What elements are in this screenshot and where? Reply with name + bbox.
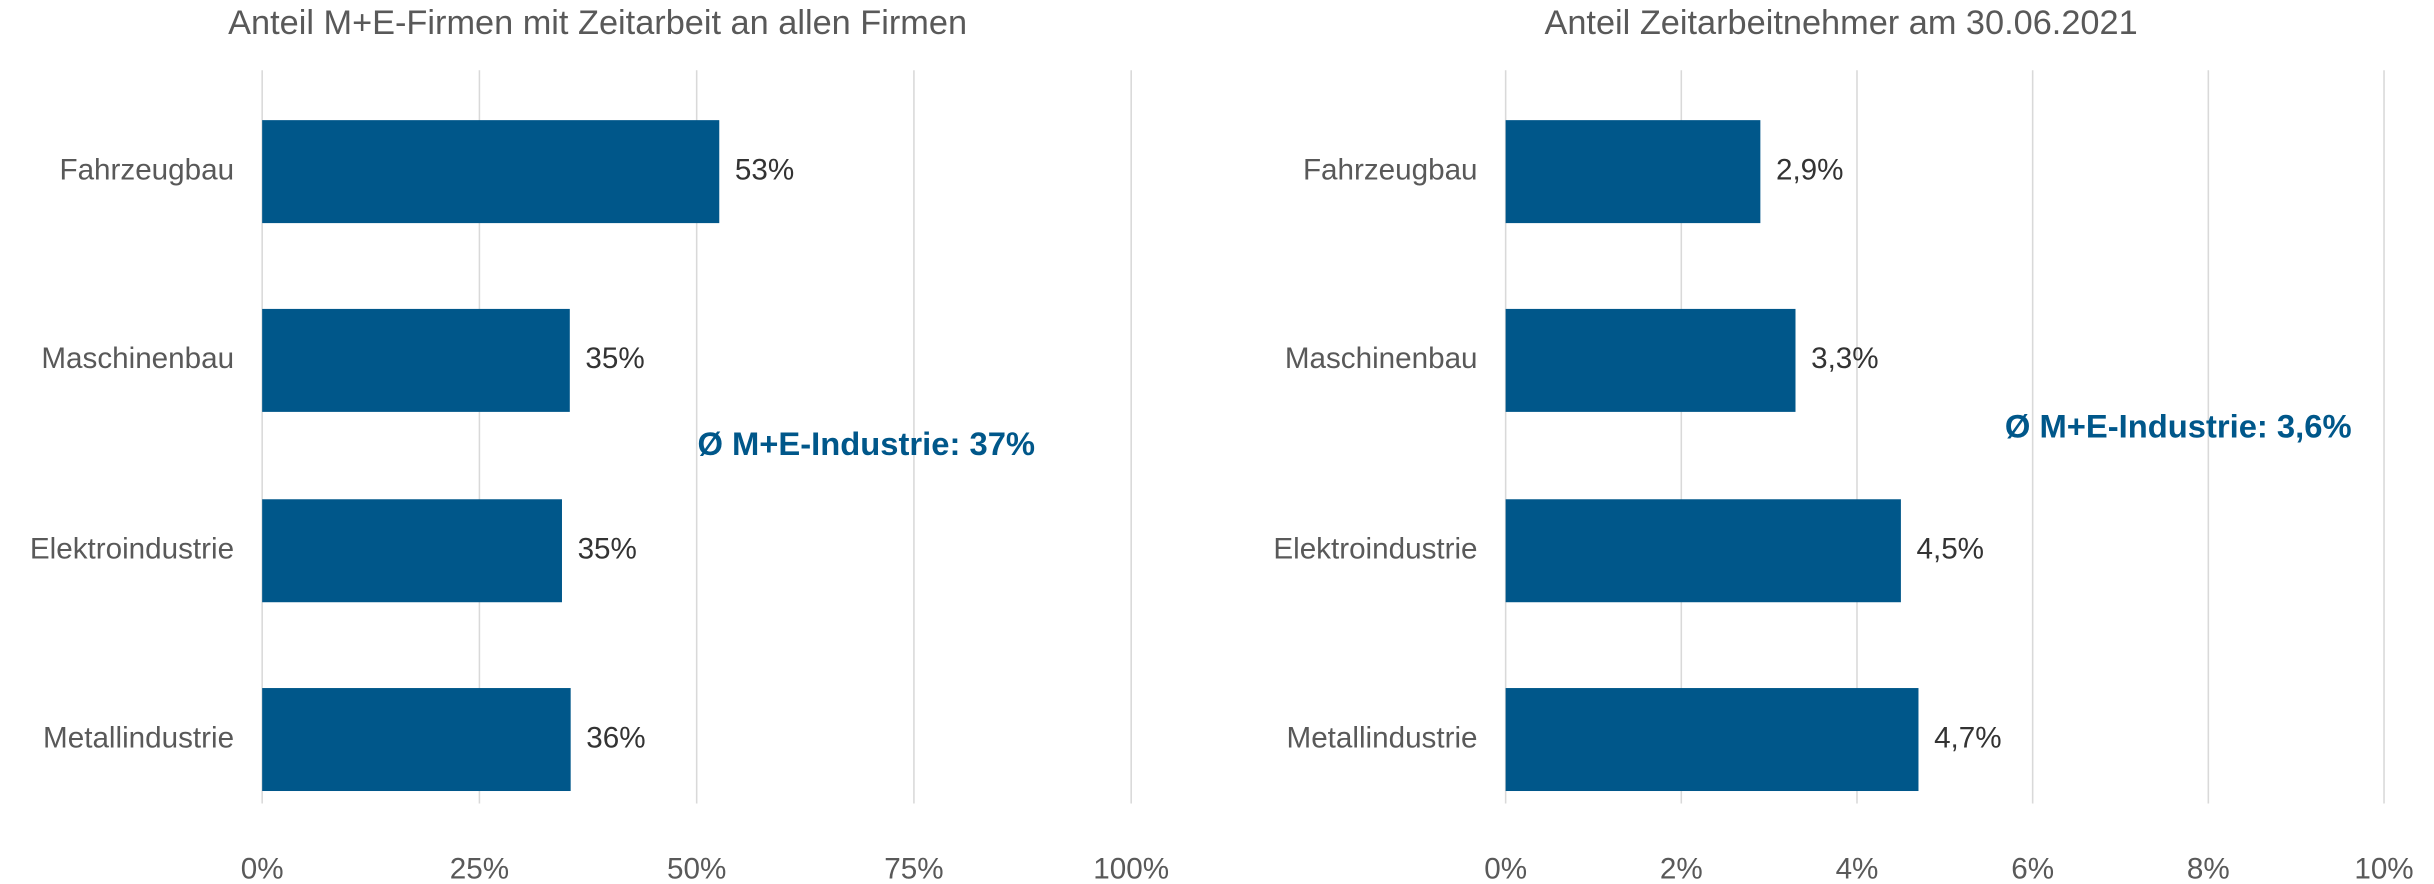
y-tick-label: Fahrzeugbau [59, 153, 234, 186]
x-tick-label: 4% [1836, 852, 1879, 884]
x-tick-label: 0% [1484, 852, 1527, 884]
x-tick-label: 100% [1093, 852, 1169, 884]
x-tick-label: 0% [241, 852, 284, 884]
y-tick-label: Metallindustrie [43, 721, 234, 754]
x-tick-label: 10% [2354, 852, 2413, 884]
bar [262, 308, 570, 412]
bar [262, 688, 571, 792]
y-tick-label: Metallindustrie [1287, 721, 1478, 754]
y-tick-label: Elektroindustrie [1273, 533, 1477, 566]
chart-title: Anteil Zeitarbeitnehmer am 30.06.2021 [1544, 4, 2137, 42]
y-tick-label: Maschinenbau [41, 342, 234, 375]
x-tick-label: 75% [884, 852, 943, 884]
chart-title: Anteil M+E-Firmen mit Zeitarbeit an alle… [228, 4, 967, 42]
data-label: 36% [586, 721, 645, 754]
x-tick-label: 2% [1660, 852, 1703, 884]
y-tick-label: Maschinenbau [1285, 342, 1478, 375]
bar [1505, 308, 1796, 412]
bar [1505, 120, 1761, 224]
data-label: 4,5% [1917, 533, 1985, 566]
y-tick-label: Fahrzeugbau [1303, 153, 1478, 186]
x-tick-label: 50% [667, 852, 726, 884]
data-label: 3,3% [1811, 342, 1879, 375]
annotation: Ø M+E-Industrie: 3,6% [2005, 408, 2352, 445]
x-tick-label: 25% [450, 852, 509, 884]
data-label: 35% [585, 342, 644, 375]
data-label: 2,9% [1776, 153, 1844, 186]
x-tick-label: 8% [2187, 852, 2230, 884]
y-tick-label: Elektroindustrie [30, 533, 234, 566]
data-label: 35% [578, 533, 637, 566]
bar [1505, 688, 1919, 792]
x-tick-label: 6% [2011, 852, 2054, 884]
data-label: 53% [735, 153, 794, 186]
bar [1505, 499, 1901, 603]
annotation: Ø M+E-Industrie: 37% [697, 425, 1035, 462]
bar [262, 120, 720, 224]
bar [262, 499, 562, 603]
data-label: 4,7% [1934, 721, 2002, 754]
